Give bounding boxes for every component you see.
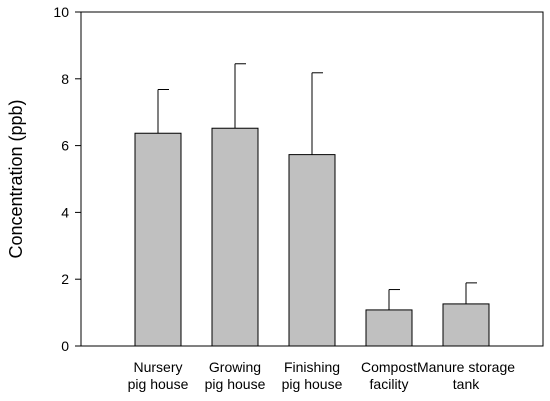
x-category-label: tank [453,376,480,392]
bar [365,309,413,347]
bar [211,127,259,347]
x-category-label: facility [370,376,409,392]
y-tick-label: 4 [61,204,69,220]
x-category-label: Compost [361,359,417,375]
y-tick-label: 10 [53,4,69,20]
x-category-label: Growing [209,359,261,375]
y-tick-label: 8 [61,71,69,87]
x-category-label: pig house [128,376,189,392]
x-category-label: Finishing [284,359,340,375]
x-category-label: pig house [282,376,343,392]
bar [442,303,490,347]
y-tick-label: 0 [61,338,69,354]
y-tick-label: 6 [61,138,69,154]
bar [134,132,182,347]
x-category-label: Nursery [133,359,182,375]
bar [288,154,336,347]
y-axis-label: Concentration (ppb) [6,99,26,258]
x-category-label: Manure storage [417,359,515,375]
y-tick-label: 2 [61,271,69,287]
x-category-label: pig house [205,376,266,392]
